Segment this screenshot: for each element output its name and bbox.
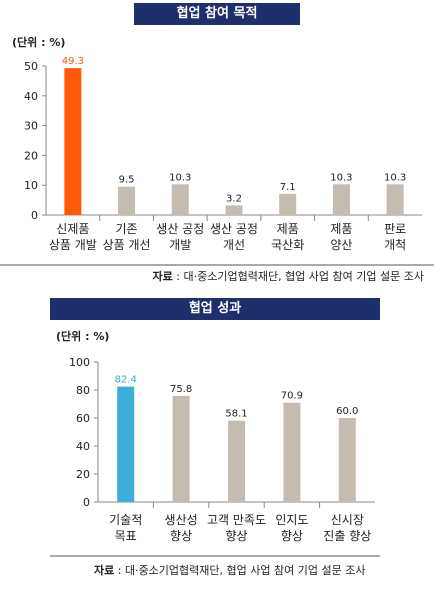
chart1-bar — [171, 184, 189, 215]
chart2-category-label: 향상 — [170, 529, 192, 543]
chart1-data-label: 10.3 — [384, 172, 406, 183]
chart2-bar — [228, 420, 245, 502]
chart1-data-label: 49.3 — [62, 56, 84, 67]
chart1-bar — [64, 68, 82, 215]
chart1-category-label: 생산 공정 — [156, 222, 204, 236]
chart1-data-label: 10.3 — [169, 172, 191, 183]
chart2-category-label: 진출 향상 — [323, 529, 371, 543]
chart1-category-label: 개발 — [169, 238, 191, 252]
chart1-data-label: 9.5 — [119, 175, 135, 186]
chart1-bar — [332, 184, 350, 215]
chart1-y-tick-label: 0 — [31, 209, 38, 222]
chart2-y-tick-label: 100 — [69, 356, 90, 369]
chart1-category-label: 판로 — [384, 222, 406, 236]
chart2-data-label: 70.9 — [281, 391, 303, 402]
chart1-y-tick-label: 40 — [24, 90, 38, 103]
chart2-data-label: 82.4 — [115, 375, 137, 386]
chart1-category-label: 생산 공정 — [210, 222, 258, 236]
chart1-title: 협업 참여 목적 — [176, 6, 258, 21]
chart2-bar — [283, 402, 301, 502]
chart1-category-label: 제품 — [277, 222, 299, 236]
chart1-bar — [118, 186, 136, 215]
chart1-bar — [225, 205, 243, 215]
chart1-bar — [279, 193, 297, 215]
chart1-category-label: 제품 — [330, 222, 352, 236]
chart2-data-label: 58.1 — [225, 409, 247, 420]
chart2-bar — [117, 386, 135, 502]
chart1-y-tick-label: 20 — [24, 149, 38, 162]
chart1-y-tick-label: 10 — [24, 179, 38, 192]
chart1-category-label: 국산화 — [271, 238, 304, 252]
chart1-category-label: 상품 개발 — [49, 238, 97, 252]
chart2-category-label: 인지도 — [275, 513, 308, 527]
chart1-source-text: : 대·중소기업협력재단, 협업 사업 참여 기업 설문 조사 — [172, 270, 424, 283]
chart1-category-label: 개선 — [223, 238, 245, 252]
chart2-unit-label: (단위 : %) — [56, 329, 109, 343]
chart1-category-label: 상품 개선 — [103, 238, 151, 252]
chart1-source: 자료 : 대·중소기업협력재단, 협업 사업 참여 기업 설문 조사 — [153, 268, 424, 284]
chart1-data-label: 7.1 — [280, 182, 296, 193]
chart2-category-label: 고객 만족도 — [207, 513, 266, 527]
chart2-y-tick-label: 0 — [83, 496, 90, 509]
chart2-source-text: : 대·중소기업협력재단, 협업 사업 참여 기업 설문 조사 — [114, 564, 366, 577]
chart2-y-tick-label: 60 — [76, 412, 90, 425]
chart1-data-label: 3.2 — [226, 193, 242, 204]
chart2-category-label: 향상 — [225, 529, 247, 543]
chart2-source: 자료 : 대·중소기업협력재단, 협업 사업 참여 기업 설문 조사 — [94, 562, 365, 578]
chart2-data-label: 75.8 — [170, 384, 192, 395]
chart2-y-tick-label: 20 — [76, 468, 90, 481]
chart2-bar — [172, 395, 190, 502]
chart2-category-label: 생산성 — [165, 513, 198, 527]
chart1-title-banner: 협업 참여 목적 — [134, 3, 300, 25]
chart1-category-label: 개척 — [384, 238, 406, 252]
chart2-data-label: 60.0 — [336, 406, 358, 417]
chart1-y-tick-label: 50 — [24, 60, 38, 73]
chart2-title: 협업 성과 — [188, 301, 242, 316]
chart2-category-label: 신시장 — [331, 513, 364, 527]
chart2-source-label: 자료 — [94, 564, 115, 577]
chart2-y-tick-label: 80 — [76, 384, 90, 397]
chart1-category-label: 기존 — [116, 222, 138, 236]
chart2-y-tick-label: 40 — [76, 440, 90, 453]
chart1-category-label: 신제품 — [56, 222, 89, 236]
chart1-data-label: 10.3 — [330, 172, 352, 183]
chart2-bar — [338, 418, 356, 502]
chart2-category-label: 기술적 — [109, 513, 142, 527]
chart2-category-label: 목표 — [115, 529, 137, 543]
chart1-bar — [386, 184, 404, 215]
chart1-y-tick-label: 30 — [24, 120, 38, 133]
chart1-source-label: 자료 — [152, 270, 173, 283]
chart1-category-label: 양산 — [330, 238, 352, 252]
chart1-unit-label: (단위 : %) — [12, 35, 65, 49]
chart2-category-label: 향상 — [281, 529, 303, 543]
chart2-title-banner: 협업 성과 — [50, 298, 380, 320]
